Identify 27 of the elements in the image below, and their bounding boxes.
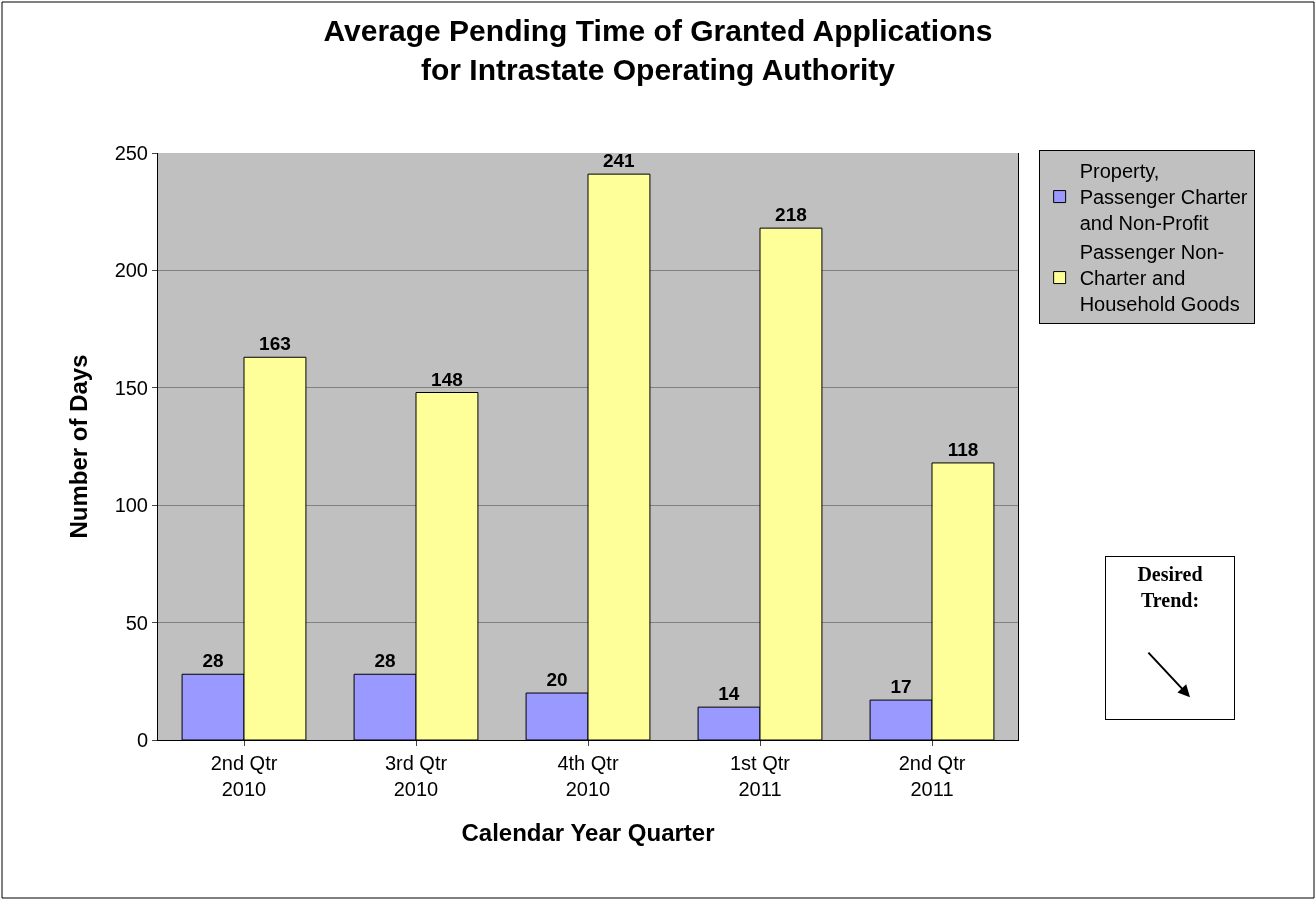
x-tick-label: 3rd Qtr 2010 <box>384 752 448 800</box>
legend-label: Passenger Non-Charter and Household Goods <box>1079 241 1240 316</box>
data-label: 28 <box>202 650 224 672</box>
data-label: 17 <box>890 676 912 698</box>
legend-label: Property, Passenger Charter and Non-Profit <box>1079 160 1248 235</box>
y-tick-label: 250 <box>114 142 148 164</box>
x-tick-label: 2nd Qtr 2011 <box>898 752 966 800</box>
x-tick-label: 2nd Qtr 2010 <box>210 752 278 800</box>
data-label: 148 <box>431 368 463 390</box>
y-tick-label: 150 <box>114 376 148 399</box>
y-tick-label: 0 <box>136 729 148 751</box>
y-tick-label: 200 <box>114 259 148 282</box>
y-tick-label: 100 <box>114 494 148 517</box>
data-label: 28 <box>374 650 396 672</box>
text: Desired Trend: <box>1137 563 1203 611</box>
data-label: 218 <box>775 204 807 226</box>
data-label: 241 <box>602 150 636 172</box>
y-tick-label: 50 <box>125 611 148 634</box>
x-axis-title: Calendar Year Quarter <box>461 819 715 847</box>
data-label: 163 <box>259 333 291 355</box>
data-label: 14 <box>718 683 740 705</box>
data-label: 20 <box>546 669 568 691</box>
x-tick-label: 4th Qtr 2010 <box>557 752 619 800</box>
x-tick-label: 1st Qtr 2011 <box>729 752 791 800</box>
y-axis-title: Number of Days <box>64 354 92 539</box>
chart-title: Average Pending Time of Granted Applications for Intrastate Operating Authority <box>323 13 993 86</box>
data-label: 118 <box>947 438 979 460</box>
